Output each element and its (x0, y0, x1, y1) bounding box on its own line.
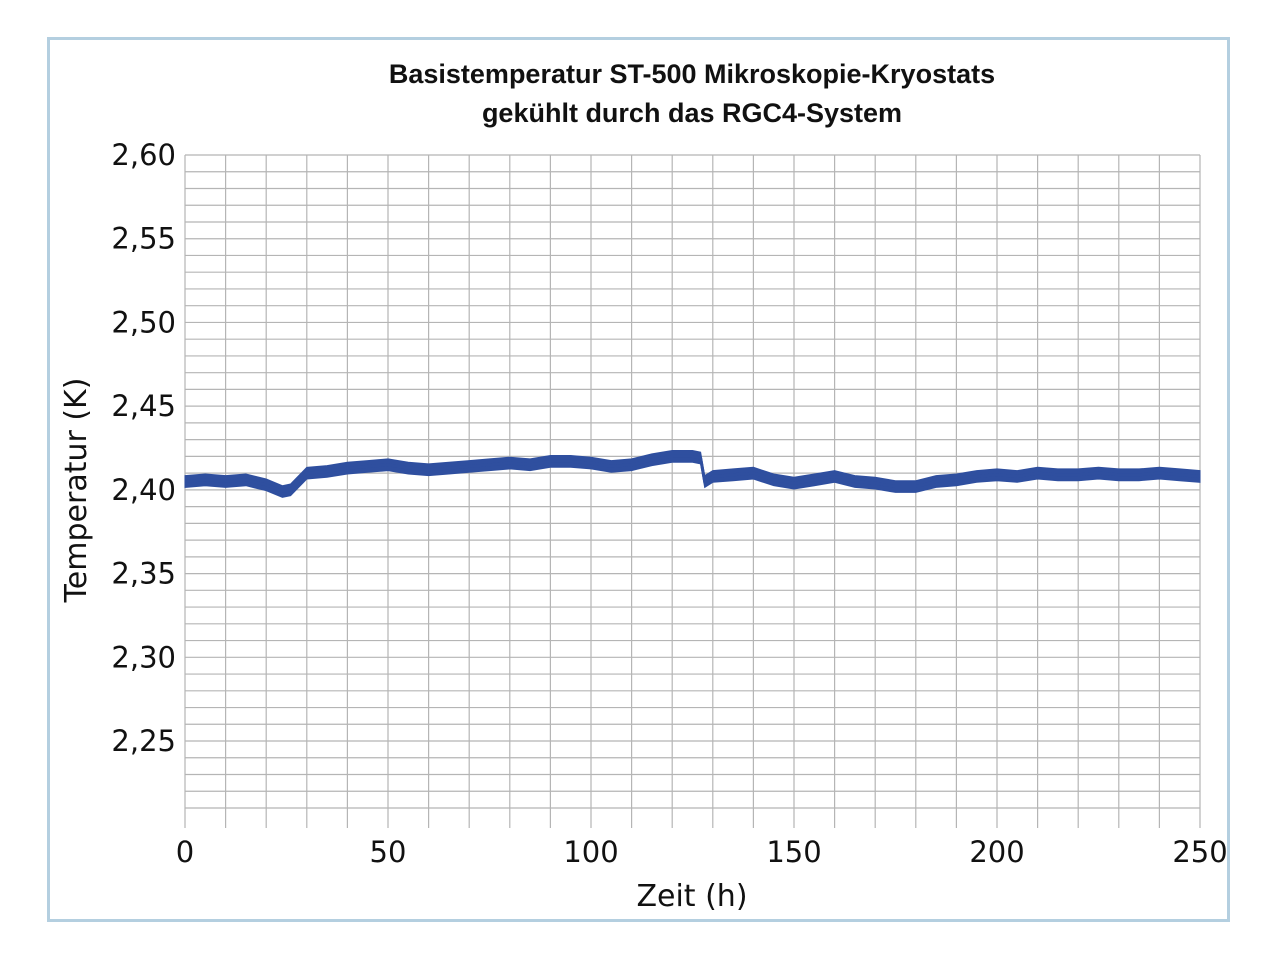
x-tick-label: 200 (969, 835, 1024, 869)
y-tick-label: 2,55 (111, 222, 176, 256)
y-tick-label: 2,45 (111, 389, 176, 423)
y-tick-label: 2,30 (111, 640, 176, 674)
x-tick-label: 0 (176, 835, 194, 869)
x-tick-label: 100 (563, 835, 618, 869)
chart-subtitle: gekühlt durch das RGC4-System (482, 98, 902, 128)
series-band (184, 450, 1201, 498)
y-axis-label: Temperatur (K) (59, 378, 94, 604)
y-tick-label: 2,40 (111, 473, 176, 507)
x-tick-label: 250 (1172, 835, 1227, 869)
series-group (184, 450, 1201, 498)
chart-title: Basistemperatur ST-500 Mikroskopie-Kryos… (389, 59, 995, 89)
y-tick-labels: 2,60 2,55 2,50 2,45 2,40 2,35 2,30 2,25 (111, 138, 176, 758)
y-tick-label: 2,60 (111, 138, 176, 172)
x-axis-label: Zeit (h) (636, 879, 747, 914)
y-tick-label: 2,25 (111, 724, 176, 758)
x-tick-label: 50 (370, 835, 407, 869)
y-tick-label: 2,50 (111, 305, 176, 339)
x-tick-label: 150 (766, 835, 821, 869)
x-tick-labels: 0 50 100 150 200 250 (176, 835, 1228, 869)
y-tick-label: 2,35 (111, 557, 176, 591)
grid-lines (184, 154, 1201, 828)
series-line (184, 454, 1201, 494)
